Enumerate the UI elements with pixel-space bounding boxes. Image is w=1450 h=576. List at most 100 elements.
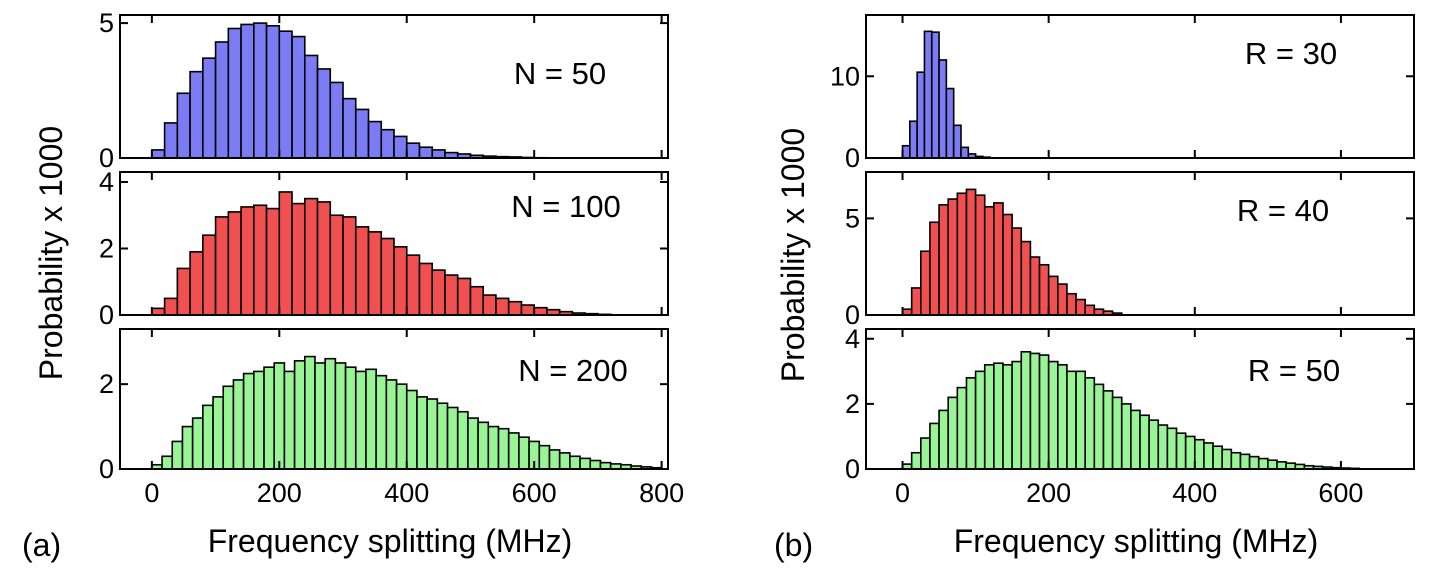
histogram-bar (303, 355, 316, 470)
histogram-bar (482, 294, 497, 316)
histogram-bar (344, 366, 357, 470)
histogram-bar (1276, 461, 1287, 470)
histogram-bar (965, 188, 977, 316)
y-tick-label: 0 (845, 143, 860, 173)
histogram-bar (1029, 256, 1041, 316)
histogram-bar (151, 149, 166, 159)
histogram-bar (1184, 435, 1196, 470)
y-tick-label: 4 (845, 324, 860, 354)
subplot-r50: 0 2 4 R = 50 (845, 324, 1415, 484)
histogram-bar (329, 214, 344, 316)
histogram-bar (520, 304, 535, 316)
x-tick-label: 400 (384, 478, 429, 508)
subplot-annotation: N = 50 (514, 56, 606, 91)
histogram-bar (1148, 419, 1160, 470)
histogram-bar (1047, 360, 1059, 470)
histogram-bar (1047, 275, 1059, 316)
axes-frame (119, 14, 669, 159)
histogram-bar (431, 149, 446, 159)
histogram-bar (273, 362, 286, 470)
histogram-bar (518, 436, 530, 470)
histogram-bar (929, 422, 940, 470)
histogram-bar (916, 71, 926, 159)
x-tick-label: 600 (1318, 478, 1363, 508)
axes-frame (865, 14, 1415, 159)
histogram-bar (1057, 364, 1068, 470)
y-tick-label: 4 (99, 167, 114, 197)
histogram-bar (956, 192, 968, 316)
histogram-bar (1120, 403, 1132, 470)
histogram-bar (589, 459, 602, 470)
histogram-bar (278, 191, 293, 316)
histogram-bar (446, 406, 459, 470)
y-tick-label: 2 (99, 369, 114, 399)
x-tick-label: 400 (1172, 478, 1217, 508)
histogram-bar (919, 437, 931, 470)
histogram-bar (548, 449, 561, 470)
y-tick-label: 2 (99, 233, 114, 263)
histogram-bar (293, 360, 306, 470)
histogram-bar (212, 396, 225, 470)
y-tick-label: 5 (845, 203, 860, 233)
histogram-bar (1011, 227, 1023, 316)
histogram-bar (324, 357, 337, 470)
histogram-bar (316, 201, 332, 316)
histogram-bar (923, 30, 933, 159)
histogram-bar (1066, 370, 1077, 470)
histogram-bar (1130, 409, 1141, 470)
histogram-bar (393, 135, 408, 159)
subplot-annotation: R = 40 (1237, 193, 1329, 228)
axes-frame (865, 328, 1415, 470)
histogram-bar (253, 370, 265, 470)
histogram-bar (334, 362, 347, 470)
histogram-bar (242, 372, 255, 470)
histogram-bar (232, 379, 245, 470)
histogram-bar (375, 374, 388, 470)
histogram-bar (314, 362, 326, 470)
panel-tag-b: (b) (774, 527, 813, 563)
histogram-bar (945, 87, 955, 159)
histogram-bar (1057, 283, 1068, 316)
histogram-bar (202, 404, 214, 470)
panel-a: 0 5 N = 50 0 2 4 N = 100 0 2 N = 200 0 200 400 600… (22, 8, 684, 563)
histogram-bar (316, 68, 332, 159)
y-tick-label: 0 (845, 454, 860, 484)
histogram-bar (202, 234, 217, 316)
histogram-bar (1257, 457, 1269, 470)
histogram-bar (558, 452, 571, 470)
histogram-bar (367, 231, 383, 316)
histogram-bar (929, 221, 940, 316)
histogram-bar (1093, 383, 1105, 470)
histogram-bar (303, 197, 319, 316)
panel-tag-a: (a) (22, 527, 61, 563)
histogram-bar (1221, 448, 1233, 470)
histogram-bar (1230, 451, 1242, 470)
histogram-bar (569, 455, 581, 470)
histogram-bar (1111, 396, 1123, 470)
histogram-bar (202, 57, 217, 159)
histogram-bar (181, 425, 194, 470)
histogram-bar (1075, 298, 1086, 316)
histogram-bar (1239, 453, 1251, 470)
histogram-bar (365, 368, 377, 470)
subplot-annotation: N = 100 (511, 189, 620, 224)
histogram-bar (1267, 459, 1278, 470)
subplot-n100: 0 2 4 N = 100 (99, 167, 669, 330)
histogram-bar (227, 211, 242, 316)
histogram-bar (405, 254, 421, 316)
histogram-bar (171, 440, 184, 470)
histogram-bar (354, 370, 367, 470)
histogram-bar (1139, 414, 1150, 470)
histogram-bar (983, 205, 995, 316)
histogram-bar (191, 417, 204, 470)
histogram-bar (1248, 455, 1260, 470)
x-tick-labels-b: 0 200 400 600 (895, 478, 1363, 508)
x-axis-title-b: Frequency splitting (MHz) (954, 523, 1319, 559)
histogram-bar (960, 146, 970, 159)
histogram-bar (189, 251, 204, 316)
histogram-bar (1038, 354, 1050, 470)
histogram-bar (507, 432, 520, 470)
y-tick-label: 2 (845, 389, 860, 419)
histogram-bar (495, 297, 510, 316)
